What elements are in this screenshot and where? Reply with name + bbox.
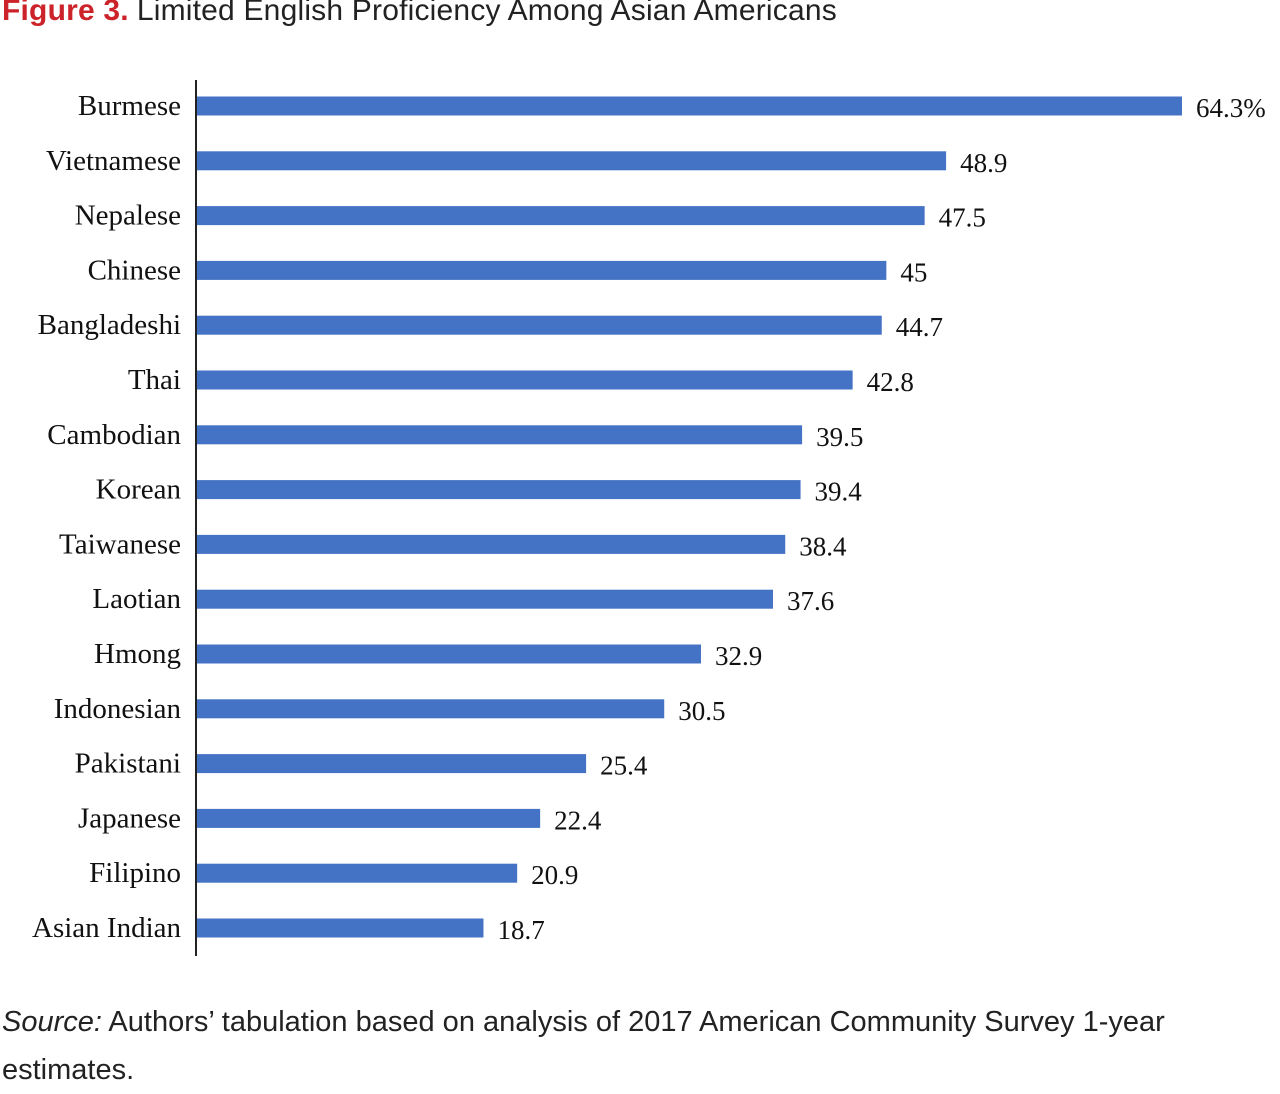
category-label: Vietnamese bbox=[46, 145, 181, 177]
data-label: 32.9 bbox=[715, 641, 762, 671]
data-label: 38.4 bbox=[799, 531, 847, 561]
bar-chart: Burmese 64.3% Vietnamese 48.9 Nepalese 47.5 Ch… bbox=[32, 80, 1266, 956]
category-label: Nepalese bbox=[75, 200, 181, 232]
category-label: Cambodian bbox=[47, 419, 181, 451]
chart-title: Figure 3. Limited English Proficiency Amo… bbox=[2, 0, 837, 28]
bar bbox=[197, 863, 518, 883]
data-label: 47.5 bbox=[939, 203, 986, 233]
bar bbox=[197, 918, 484, 938]
bar bbox=[197, 315, 882, 335]
category-label: Chinese bbox=[88, 254, 181, 286]
bar bbox=[197, 534, 786, 554]
category-label: Korean bbox=[96, 474, 182, 506]
data-label: 39.4 bbox=[815, 477, 863, 507]
bar bbox=[197, 808, 541, 828]
source-text: Authors’ tabulation based on analysis of… bbox=[2, 1006, 1165, 1086]
figure-label: Figure 3. bbox=[2, 0, 129, 27]
data-label: 25.4 bbox=[600, 751, 648, 781]
category-label: Indonesian bbox=[54, 693, 182, 725]
data-label: 44.7 bbox=[896, 312, 943, 342]
bar bbox=[197, 480, 801, 500]
data-label: 39.5 bbox=[816, 422, 863, 452]
bar bbox=[197, 754, 587, 774]
category-label: Filipino bbox=[89, 857, 181, 889]
bar bbox=[197, 699, 665, 719]
data-label: 20.9 bbox=[531, 860, 578, 890]
category-label: Asian Indian bbox=[32, 912, 181, 944]
data-label: 37.6 bbox=[787, 586, 834, 616]
category-label: Pakistani bbox=[75, 748, 181, 780]
bar bbox=[197, 96, 1182, 116]
source-lead: Source: bbox=[2, 1006, 102, 1038]
category-label: Laotian bbox=[92, 583, 181, 615]
bar bbox=[197, 151, 947, 171]
category-label: Bangladeshi bbox=[38, 309, 181, 341]
data-label: 18.7 bbox=[497, 915, 544, 945]
data-label: 64.3% bbox=[1196, 93, 1266, 123]
category-label: Japanese bbox=[78, 802, 181, 834]
data-label: 22.4 bbox=[554, 805, 602, 835]
bar bbox=[197, 370, 853, 390]
data-label: 42.8 bbox=[867, 367, 914, 397]
title-text: Limited English Proficiency Among Asian … bbox=[136, 0, 837, 27]
category-label: Burmese bbox=[78, 90, 181, 122]
data-label: 48.9 bbox=[960, 148, 1007, 178]
data-label: 30.5 bbox=[678, 696, 725, 726]
bar bbox=[197, 589, 773, 609]
bar bbox=[197, 260, 887, 280]
category-label: Hmong bbox=[94, 638, 181, 670]
category-label: Taiwanese bbox=[59, 528, 181, 560]
category-label: Thai bbox=[128, 364, 181, 396]
bar bbox=[197, 206, 925, 226]
bar bbox=[197, 644, 701, 664]
source-note: Source: Authors’ tabulation based on ana… bbox=[2, 998, 1277, 1094]
bar bbox=[197, 425, 803, 445]
data-label: 45 bbox=[900, 257, 927, 287]
